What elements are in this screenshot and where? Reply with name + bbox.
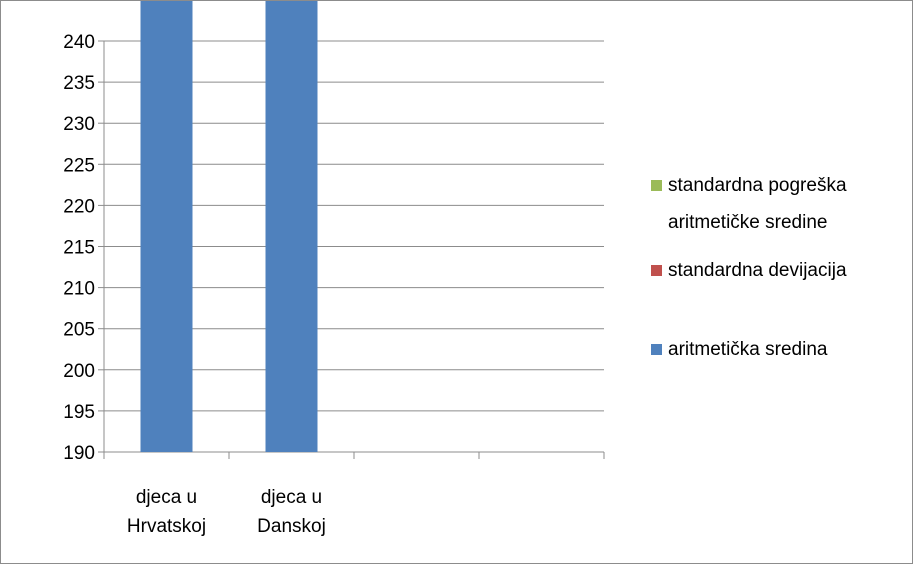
y-tick-label: 240 <box>63 32 95 53</box>
legend-swatch-3 <box>651 344 662 355</box>
legend-label: aritmetičke sredine <box>668 212 827 233</box>
x-category-label: djeca u <box>136 487 197 508</box>
y-tick-label: 235 <box>63 73 95 94</box>
y-tick-label: 210 <box>63 279 95 300</box>
legend-swatch-1 <box>651 180 662 191</box>
y-tick-label: 195 <box>63 402 95 423</box>
legend-label: standardna pogreška <box>668 175 847 196</box>
y-tick-label: 190 <box>63 443 95 464</box>
y-tick-label: 230 <box>63 114 95 135</box>
y-tick-label: 215 <box>63 238 95 259</box>
y-tick-label: 200 <box>63 361 95 382</box>
legend-label: aritmetička sredina <box>668 339 828 360</box>
x-category-label: djeca u <box>261 487 322 508</box>
x-category-label: Hrvatskoj <box>127 516 206 537</box>
x-category-label: Danskoj <box>257 516 326 537</box>
y-tick-label: 225 <box>63 155 95 176</box>
bar-segment-2-1 <box>265 0 318 452</box>
y-tick-label: 205 <box>63 320 95 341</box>
bar-segment-1-1 <box>140 0 193 452</box>
legend-swatch-2 <box>651 265 662 276</box>
legend-label: standardna devijacija <box>668 260 847 281</box>
y-tick-label: 220 <box>63 196 95 217</box>
